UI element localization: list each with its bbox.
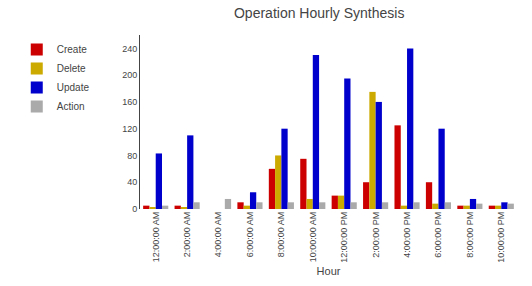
svg-text:Create: Create bbox=[57, 44, 87, 55]
svg-text:2:00:00 AM: 2:00:00 AM bbox=[182, 212, 192, 258]
svg-text:6:00:00 PM: 6:00:00 PM bbox=[433, 212, 443, 258]
svg-text:160: 160 bbox=[122, 97, 137, 107]
svg-text:4:00:00 AM: 4:00:00 AM bbox=[213, 212, 223, 258]
svg-text:200: 200 bbox=[122, 70, 137, 80]
svg-text:80: 80 bbox=[127, 151, 137, 161]
svg-text:Hour: Hour bbox=[317, 265, 341, 277]
svg-text:120: 120 bbox=[122, 124, 137, 134]
svg-text:10:00:00 AM: 10:00:00 AM bbox=[308, 212, 318, 263]
svg-text:Delete: Delete bbox=[57, 63, 86, 74]
svg-text:12:00:00 AM: 12:00:00 AM bbox=[151, 212, 161, 263]
svg-text:8:00:00 PM: 8:00:00 PM bbox=[465, 212, 475, 258]
svg-text:2:00:00 PM: 2:00:00 PM bbox=[371, 212, 381, 258]
svg-text:6:00:00 AM: 6:00:00 AM bbox=[245, 212, 255, 258]
svg-text:40: 40 bbox=[127, 177, 137, 187]
svg-text:Update: Update bbox=[57, 82, 90, 93]
svg-text:4:00:00 PM: 4:00:00 PM bbox=[402, 212, 412, 258]
svg-text:12:00:00 PM: 12:00:00 PM bbox=[339, 212, 349, 263]
svg-text:0: 0 bbox=[132, 204, 137, 214]
svg-text:8:00:00 AM: 8:00:00 AM bbox=[276, 212, 286, 258]
svg-text:Action: Action bbox=[57, 101, 85, 112]
svg-text:10:00:00 PM: 10:00:00 PM bbox=[496, 212, 506, 263]
svg-text:240: 240 bbox=[122, 44, 137, 54]
svg-text:Operation Hourly Synthesis: Operation Hourly Synthesis bbox=[234, 5, 404, 21]
